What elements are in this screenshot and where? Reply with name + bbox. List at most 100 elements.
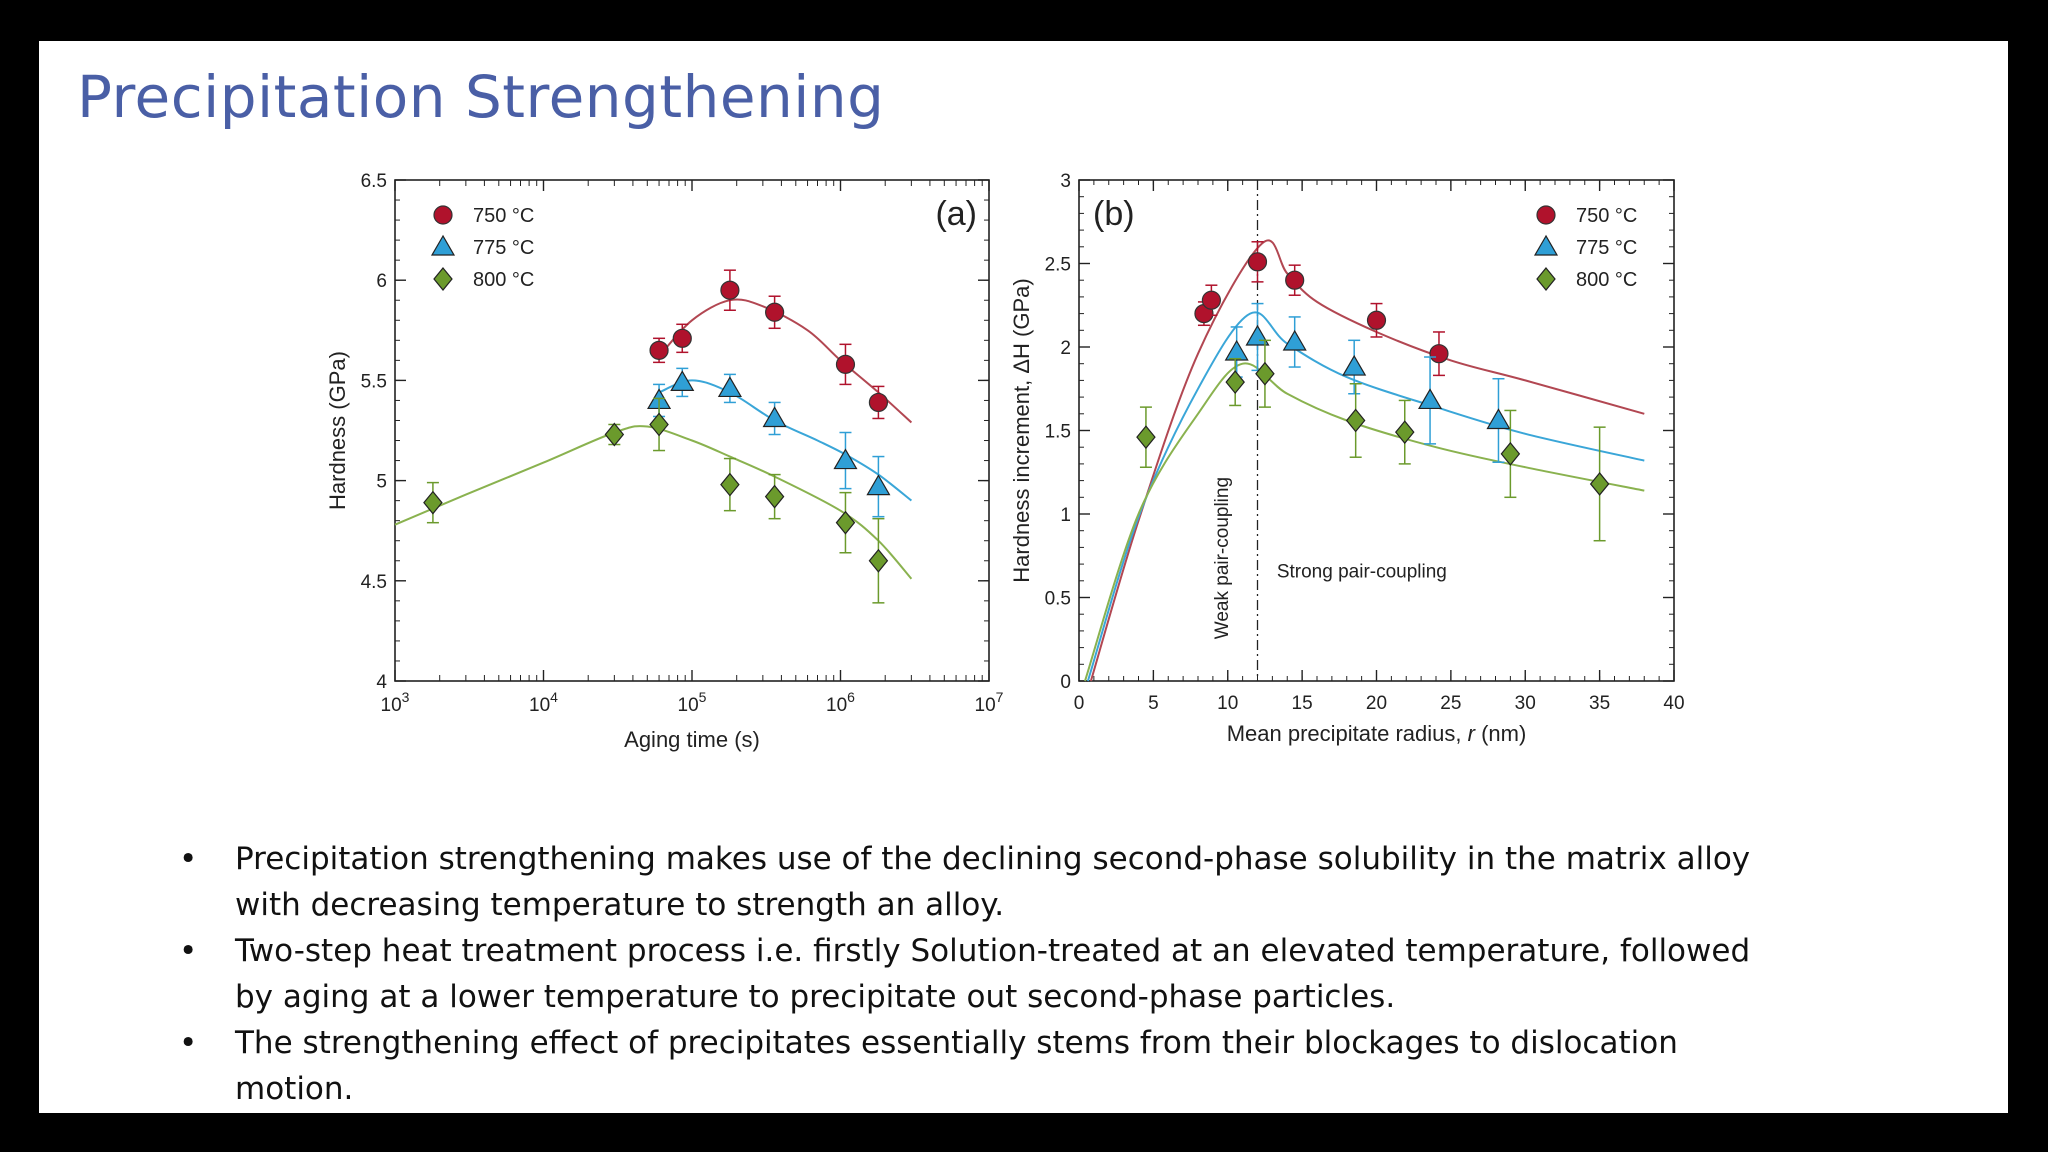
data-point-diamond (423, 490, 443, 515)
chart-a: 103 104 105 106 107 4 4.5 5 5.5 6 6.5 Aging time (s… (325, 171, 1004, 752)
data-point-diamond (1500, 441, 1521, 466)
slide-title: Precipitation Strengthening (77, 63, 885, 131)
bullet-item: • The strengthening effect of precipitate… (179, 1020, 1779, 1112)
data-point-diamond (1394, 420, 1415, 445)
data-point-diamond (868, 548, 889, 573)
x-tick-label: 15 (1292, 693, 1313, 714)
x-tick-label: 5 (1148, 693, 1159, 714)
slide: Precipitation Strengthening 103 104 105 106… (39, 41, 2008, 1113)
data-point-circle (649, 340, 669, 360)
annotation-strong-coupling: Strong pair-coupling (1277, 561, 1447, 582)
x-tick-label: 103 (381, 689, 410, 716)
x-tick-label: 10 (1217, 693, 1238, 714)
fit-curve (658, 379, 913, 502)
data-point-triangle (762, 406, 787, 428)
bullet-text: Precipitation strengthening makes use of… (235, 841, 1751, 923)
x-tick-label: 20 (1366, 693, 1387, 714)
bullet-text: Two-step heat treatment process i.e. fir… (235, 933, 1751, 1015)
legend-label: 800 °C (1576, 269, 1637, 291)
data-point-triangle (1486, 408, 1511, 430)
data-point-circle (835, 354, 856, 374)
data-point-triangle (1224, 339, 1249, 361)
data-point-triangle (430, 234, 456, 256)
legend-label: 750 °C (1576, 205, 1637, 227)
data-point-triangle (1533, 234, 1559, 256)
data-point-diamond (835, 510, 856, 535)
bullet-list: • Precipitation strengthening makes use o… (179, 836, 1779, 1112)
data-point-circle (720, 280, 740, 300)
legend-label: 800 °C (473, 269, 534, 291)
panel-label: (b) (1093, 195, 1135, 233)
y-tick-label: 3 (1060, 171, 1071, 192)
y-tick-label: 1.5 (1045, 422, 1071, 443)
data-point-triangle (1282, 329, 1307, 351)
bullet-item: • Two-step heat treatment process i.e. fi… (179, 928, 1779, 1020)
x-tick-label: 40 (1663, 693, 1684, 714)
x-tick-label: 105 (678, 689, 707, 716)
x-tick-label: 107 (975, 689, 1004, 716)
data-point-diamond (604, 422, 625, 447)
y-axis-title: Hardness (GPa) (325, 351, 350, 510)
data-point-triangle (1342, 354, 1367, 376)
data-point-circle (1285, 270, 1305, 290)
data-point-diamond (764, 484, 785, 509)
data-point-triangle (866, 474, 891, 496)
fit-curve (1089, 239, 1645, 682)
data-point-diamond (1536, 267, 1556, 291)
data-point-diamond (1345, 408, 1366, 433)
legend-label: 775 °C (1576, 237, 1637, 259)
y-tick-label: 5 (376, 472, 387, 493)
data-point-circle (672, 328, 692, 348)
legend-label: 750 °C (473, 205, 534, 227)
x-tick-label: 106 (826, 689, 855, 716)
y-axis-title: Hardness increment, ΔH (GPa) (1009, 278, 1034, 582)
y-tick-label: 0 (1060, 672, 1071, 693)
bullet-item: • Precipitation strengthening makes use o… (179, 836, 1779, 928)
data-point-circle (868, 392, 889, 413)
annotation-weak-coupling: Weak pair-coupling (1212, 477, 1233, 639)
data-point-diamond (1136, 425, 1156, 450)
y-tick-label: 0.5 (1045, 589, 1071, 610)
y-tick-label: 4 (376, 672, 387, 693)
data-point-diamond (1225, 370, 1245, 395)
y-tick-label: 2.5 (1045, 255, 1071, 276)
y-tick-label: 6.5 (361, 171, 387, 192)
y-tick-label: 2 (1060, 338, 1071, 359)
data-point-circle (1201, 290, 1221, 310)
data-point-circle (765, 302, 785, 322)
y-tick-label: 5.5 (361, 371, 387, 392)
x-axis-title: Aging time (s) (624, 727, 760, 752)
fit-curve (658, 298, 913, 424)
data-point-triangle (1418, 388, 1443, 410)
x-axis-title: Mean precipitate radius, r (nm) (1227, 721, 1527, 746)
y-tick-label: 1 (1060, 505, 1071, 526)
bullet-symbol: • (179, 841, 198, 877)
fit-curve (1086, 311, 1645, 682)
data-point-circle (1247, 252, 1268, 272)
x-tick-label: 30 (1515, 693, 1536, 714)
x-tick-label: 0 (1074, 693, 1085, 714)
data-point-circle (1429, 344, 1449, 364)
chart-b: 0 5 10 15 20 25 30 35 40 0 0.5 1 1.5 2 2.5 3 Mean precip… (1009, 171, 1685, 746)
data-point-triangle (670, 370, 695, 392)
x-tick-label: 104 (529, 689, 558, 716)
data-point-diamond (720, 472, 740, 497)
fit-curve (1084, 362, 1645, 682)
panel-label: (a) (935, 195, 977, 233)
x-tick-label: 35 (1589, 693, 1610, 714)
data-point-circle (433, 205, 453, 225)
data-point-triangle (717, 376, 742, 398)
bullet-text: The strengthening effect of precipitates… (235, 1025, 1678, 1107)
data-point-diamond (649, 412, 669, 437)
bullet-symbol: • (179, 1025, 198, 1061)
data-point-circle (1536, 205, 1556, 225)
data-point-triangle (833, 448, 858, 470)
data-point-circle (1366, 310, 1387, 330)
data-point-diamond (1589, 471, 1610, 496)
data-point-diamond (1255, 361, 1275, 386)
y-tick-label: 4.5 (361, 572, 387, 593)
data-point-diamond (433, 267, 453, 291)
y-tick-label: 6 (376, 271, 387, 292)
x-tick-label: 25 (1440, 693, 1461, 714)
